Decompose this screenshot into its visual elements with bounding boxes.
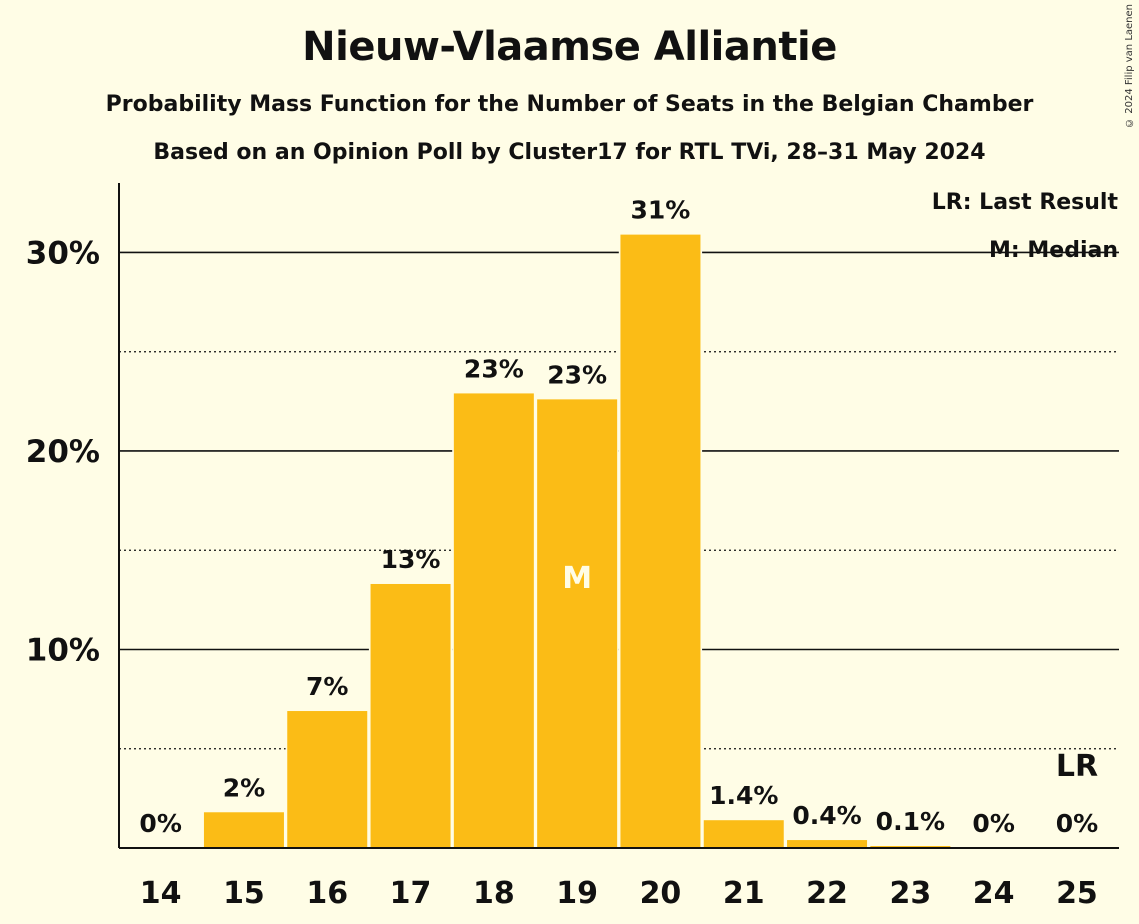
legend-last-result: LR: Last Result xyxy=(932,190,1119,215)
x-tick-label: 18 xyxy=(473,876,515,911)
bar xyxy=(370,583,451,848)
x-tick-label: 21 xyxy=(723,876,765,911)
x-tick-label: 14 xyxy=(140,876,182,911)
bar xyxy=(203,812,284,848)
y-tick-label: 10% xyxy=(26,632,100,668)
legend-median: M: Median xyxy=(989,238,1118,263)
chart-subtitle: Probability Mass Function for the Number… xyxy=(105,92,1034,117)
bar xyxy=(620,234,701,848)
x-tick-label: 23 xyxy=(889,876,931,911)
chart-subtitle-source: Based on an Opinion Poll by Cluster17 fo… xyxy=(153,140,986,165)
data-label: 23% xyxy=(547,360,607,389)
data-label: 1.4% xyxy=(709,781,778,810)
bar xyxy=(537,399,618,848)
median-marker: M xyxy=(562,561,592,596)
data-label: 0% xyxy=(139,809,181,838)
data-label: 0% xyxy=(1056,809,1098,838)
chart-title: Nieuw-Vlaamse Alliantie xyxy=(302,24,837,70)
data-label: 0.1% xyxy=(876,807,945,836)
bar xyxy=(287,711,368,848)
data-label: 0% xyxy=(972,809,1014,838)
last-result-marker: LR xyxy=(1056,749,1098,784)
x-tick-label: 22 xyxy=(806,876,848,911)
bar xyxy=(703,820,784,848)
x-tick-label: 17 xyxy=(390,876,432,911)
data-label: 2% xyxy=(223,773,265,802)
x-tick-label: 20 xyxy=(640,876,682,911)
data-label: 23% xyxy=(464,354,524,383)
y-tick-label: 30% xyxy=(26,235,100,271)
bar xyxy=(787,840,868,848)
x-tick-label: 24 xyxy=(973,876,1015,911)
bar-gap xyxy=(868,844,952,848)
data-label: 7% xyxy=(306,672,348,701)
y-tick-label: 20% xyxy=(26,434,100,470)
x-tick-label: 16 xyxy=(306,876,348,911)
bar xyxy=(453,393,534,848)
x-tick-label: 15 xyxy=(223,876,265,911)
data-label: 31% xyxy=(631,196,691,225)
data-label: 0.4% xyxy=(792,801,861,830)
data-label: 13% xyxy=(381,545,441,574)
x-tick-label: 25 xyxy=(1056,876,1098,911)
x-tick-label: 19 xyxy=(556,876,598,911)
